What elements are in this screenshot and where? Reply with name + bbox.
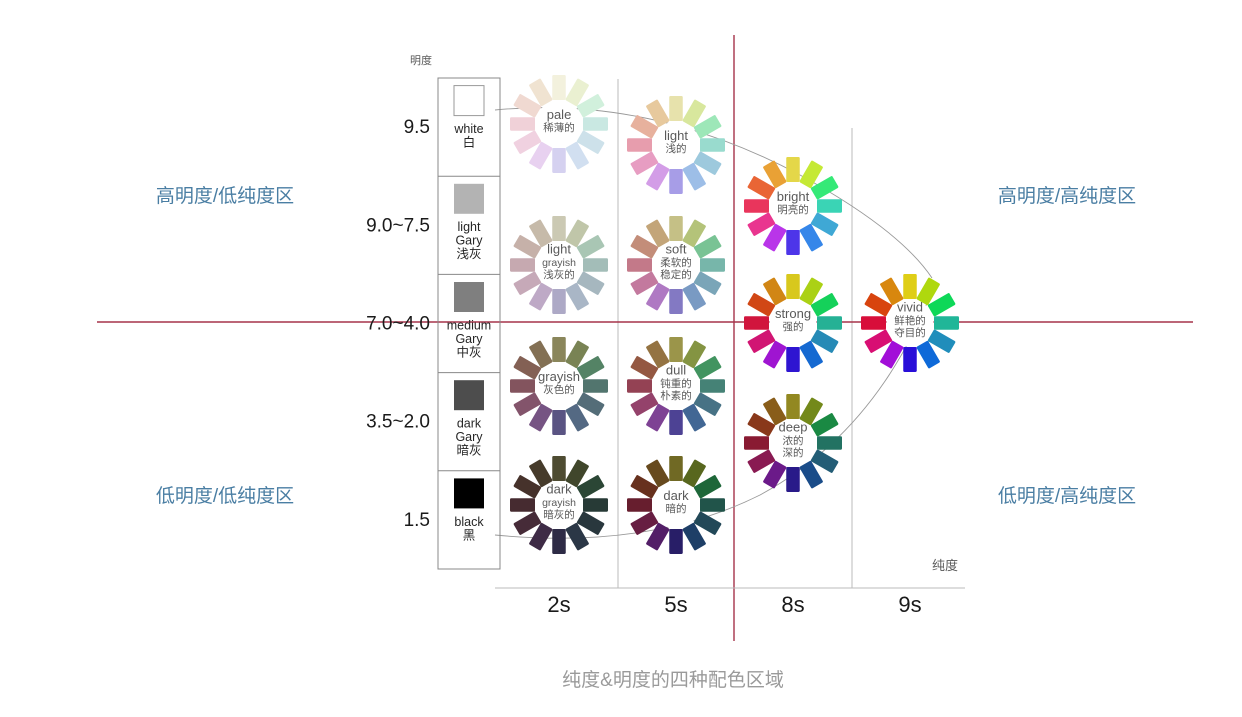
svg-text:deep: deep — [779, 420, 808, 435]
svg-text:黑: 黑 — [463, 528, 476, 542]
svg-text:pale: pale — [547, 107, 572, 122]
svg-text:Gary: Gary — [455, 234, 483, 248]
svg-text:light: light — [664, 128, 688, 143]
svg-text:浅灰的: 浅灰的 — [543, 268, 575, 281]
svg-text:低明度/高纯度区: 低明度/高纯度区 — [998, 485, 1136, 507]
svg-text:灰色的: 灰色的 — [543, 383, 575, 396]
svg-text:Gary: Gary — [455, 332, 483, 346]
svg-text:5s: 5s — [664, 592, 687, 617]
svg-text:深的: 深的 — [783, 446, 804, 459]
svg-text:1.5: 1.5 — [404, 510, 430, 531]
svg-text:white: white — [453, 122, 483, 136]
svg-text:鲜艳的: 鲜艳的 — [894, 314, 926, 327]
svg-text:medium: medium — [447, 318, 491, 332]
svg-text:light: light — [547, 242, 571, 257]
svg-text:钝重的: 钝重的 — [660, 377, 692, 390]
svg-text:暗的: 暗的 — [666, 502, 687, 515]
svg-text:grayish: grayish — [542, 257, 576, 269]
svg-text:soft: soft — [666, 242, 687, 257]
svg-text:纯度: 纯度 — [932, 558, 958, 573]
svg-text:dull: dull — [666, 363, 686, 378]
svg-text:夺目的: 夺目的 — [894, 326, 926, 339]
svg-text:3.5~2.0: 3.5~2.0 — [366, 412, 430, 433]
svg-text:浅的: 浅的 — [666, 142, 687, 155]
svg-text:9.5: 9.5 — [404, 117, 430, 138]
svg-text:高明度/高纯度区: 高明度/高纯度区 — [998, 185, 1136, 207]
svg-text:明亮的: 明亮的 — [777, 203, 809, 216]
svg-text:black: black — [454, 515, 484, 529]
svg-text:dark: dark — [457, 417, 482, 431]
svg-text:高明度/低纯度区: 高明度/低纯度区 — [156, 185, 294, 207]
svg-text:light: light — [458, 220, 481, 234]
svg-text:8s: 8s — [781, 592, 804, 617]
svg-text:明度: 明度 — [410, 53, 432, 67]
svg-text:Gary: Gary — [455, 430, 483, 444]
svg-text:浅灰: 浅灰 — [456, 247, 481, 261]
svg-text:纯度&明度的四种配色区域: 纯度&明度的四种配色区域 — [562, 669, 784, 691]
svg-text:浓的: 浓的 — [783, 434, 804, 447]
svg-text:9s: 9s — [898, 592, 921, 617]
svg-text:7.0~4.0: 7.0~4.0 — [366, 314, 430, 335]
svg-text:暗灰: 暗灰 — [456, 443, 481, 458]
svg-text:vivid: vivid — [897, 300, 923, 315]
svg-text:中灰: 中灰 — [456, 344, 481, 359]
svg-text:柔软的: 柔软的 — [660, 256, 692, 269]
svg-text:白: 白 — [463, 135, 476, 150]
svg-text:9.0~7.5: 9.0~7.5 — [366, 215, 430, 236]
svg-text:低明度/低纯度区: 低明度/低纯度区 — [156, 485, 294, 507]
svg-text:稳定的: 稳定的 — [660, 268, 692, 281]
svg-text:dark: dark — [663, 488, 689, 503]
svg-text:暗灰的: 暗灰的 — [543, 508, 575, 521]
svg-text:强的: 强的 — [783, 320, 804, 333]
svg-text:grayish: grayish — [542, 497, 576, 509]
svg-text:dark: dark — [546, 482, 572, 497]
svg-text:bright: bright — [777, 189, 810, 204]
svg-text:grayish: grayish — [538, 369, 580, 384]
svg-text:2s: 2s — [547, 592, 570, 617]
svg-text:strong: strong — [775, 306, 811, 321]
svg-text:朴素的: 朴素的 — [660, 389, 692, 402]
svg-text:稀薄的: 稀薄的 — [543, 121, 575, 134]
